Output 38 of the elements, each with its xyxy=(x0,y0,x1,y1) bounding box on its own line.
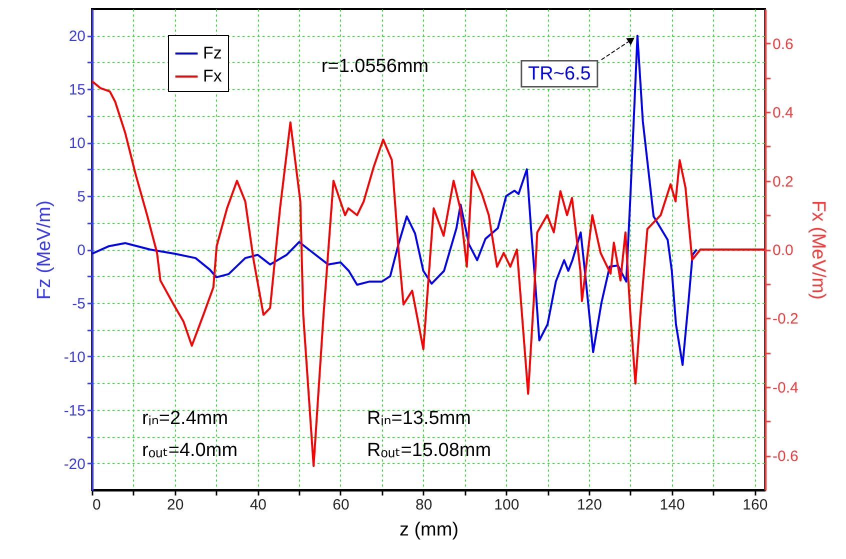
y-tick-label: 5 xyxy=(77,188,86,206)
y2-tick-label: 0.0 xyxy=(772,242,794,259)
y-tick-label: 0 xyxy=(77,242,86,259)
y2-axis-title: Fx (MeV/m) xyxy=(807,200,828,300)
x-axis-title: z (mm) xyxy=(399,520,459,540)
y-tick-label: 20 xyxy=(68,28,86,46)
legend-label: Fz xyxy=(203,44,222,62)
y-axis-title: Fz (MeV/m) xyxy=(34,200,55,300)
y2-tick-label: -0.4 xyxy=(772,379,798,396)
y-tick-label: 15 xyxy=(68,82,86,99)
y-tick-label: -15 xyxy=(64,402,86,420)
y-tick-label: -10 xyxy=(64,348,86,366)
annotation: rₒᵤₜ=4.0mm xyxy=(142,440,238,461)
line-series xyxy=(92,34,698,366)
annotation: Rᵢₙ=13.5mm xyxy=(367,408,472,429)
annotation: Rₒᵤₜ=15.08mm xyxy=(367,440,492,461)
x-tick-label: 20 xyxy=(166,496,184,514)
x-tick-label: 40 xyxy=(250,496,267,514)
y2-tick-label: 0.6 xyxy=(772,36,794,53)
line-series xyxy=(92,80,765,467)
y2-tick-label: 0.2 xyxy=(772,173,794,190)
y-tick-label: -20 xyxy=(64,456,86,473)
y-tick-label: 10 xyxy=(68,135,86,152)
annotation: r=1.0556mm xyxy=(321,56,429,77)
x-tick-label: 160 xyxy=(742,496,768,514)
x-tick-label: 100 xyxy=(494,496,520,514)
y2-tick-label: -0.2 xyxy=(772,310,798,328)
y-tick-label: -5 xyxy=(72,295,86,312)
annotation: TR~6.5 xyxy=(528,64,591,85)
y2-tick-label: -0.6 xyxy=(772,448,798,466)
x-tick-label: 140 xyxy=(660,496,685,514)
y2-tick-label: 0.4 xyxy=(772,104,794,122)
legend-label: Fx xyxy=(203,66,222,86)
x-tick-label: 80 xyxy=(415,496,432,514)
x-tick-label: 60 xyxy=(332,496,350,514)
x-tick-label: 0 xyxy=(92,496,101,514)
annotation: rᵢₙ=2.4mm xyxy=(142,408,228,429)
x-tick-label: 120 xyxy=(576,496,602,514)
